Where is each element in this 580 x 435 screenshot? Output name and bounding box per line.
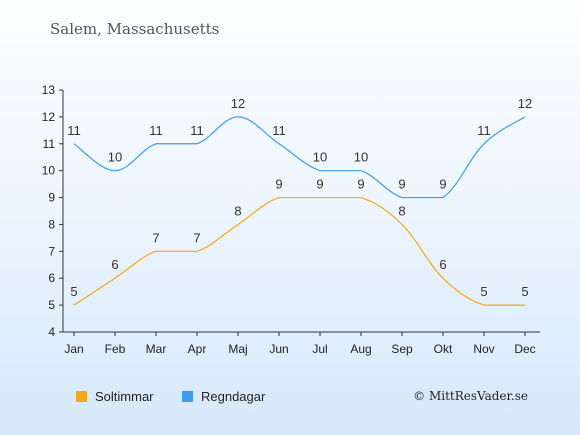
data-label-soltimmar: 8 <box>234 203 241 218</box>
data-labels: 5 6 7 7 8 9 9 9 8 6 5 5 11 10 11 11 12 11 10 10 9 9 11 12 <box>67 96 532 299</box>
x-tick-label: Feb <box>105 342 126 356</box>
data-label-soltimmar: 5 <box>70 284 77 299</box>
legend-item-soltimmar: Soltimmar <box>76 389 154 404</box>
data-label-regndagar: 10 <box>108 150 122 165</box>
y-tick-label: 6 <box>48 271 55 285</box>
data-label-regndagar: 12 <box>518 96 532 111</box>
x-tick-label: Nov <box>473 342 494 356</box>
legend-label-soltimmar: Soltimmar <box>95 389 154 404</box>
data-label-regndagar: 10 <box>313 150 327 165</box>
data-label-regndagar: 11 <box>67 123 81 138</box>
y-tick-label: 7 <box>48 244 55 258</box>
x-tick-label: Jun <box>269 342 288 356</box>
data-label-soltimmar: 6 <box>439 257 446 272</box>
x-tick-label: Aug <box>350 342 371 356</box>
data-label-soltimmar: 9 <box>316 177 323 192</box>
data-label-regndagar: 9 <box>398 177 405 192</box>
y-tick-label: 13 <box>42 83 56 97</box>
x-tick-label: Apr <box>188 342 207 356</box>
data-label-soltimmar: 7 <box>152 230 159 245</box>
x-tick-label: Sep <box>391 342 413 356</box>
legend-label-regndagar: Regndagar <box>201 389 266 404</box>
data-label-regndagar: 9 <box>439 177 446 192</box>
data-label-regndagar: 11 <box>272 123 286 138</box>
legend-item-regndagar: Regndagar <box>182 389 265 404</box>
y-tick-label: 11 <box>43 137 56 151</box>
data-label-regndagar: 11 <box>149 123 163 138</box>
y-tick-label: 5 <box>48 298 55 312</box>
data-label-soltimmar: 8 <box>398 203 405 218</box>
y-tick-label: 4 <box>48 325 55 339</box>
x-tick-label: Jan <box>64 342 83 356</box>
x-tick-label: Jul <box>312 342 327 356</box>
data-label-regndagar: 11 <box>190 123 204 138</box>
data-label-regndagar: 12 <box>231 96 245 111</box>
data-label-regndagar: 11 <box>477 123 491 138</box>
data-label-soltimmar: 5 <box>480 284 487 299</box>
series-line-regndagar <box>73 116 526 199</box>
data-label-soltimmar: 9 <box>357 177 364 192</box>
x-tick-label: Mar <box>146 342 167 356</box>
x-tick-label: Okt <box>434 342 453 356</box>
copyright-text: © MittResVader.se <box>413 389 528 403</box>
data-label-soltimmar: 5 <box>521 284 528 299</box>
data-label-soltimmar: 9 <box>275 177 282 192</box>
legend-swatch-regndagar <box>182 391 193 402</box>
series-line-soltimmar <box>73 196 525 306</box>
y-tick-label: 8 <box>48 217 55 231</box>
axes: 4 5 6 7 8 9 10 11 12 13 Jan Feb Mar Apr Maj Jun Jul Aug Se… <box>42 83 540 356</box>
y-tick-label: 9 <box>48 191 55 205</box>
x-tick-label: Dec <box>514 342 535 356</box>
legend-swatch-soltimmar <box>76 391 87 402</box>
series-lines <box>73 116 526 306</box>
data-label-soltimmar: 6 <box>111 257 118 272</box>
y-tick-label: 10 <box>42 164 56 178</box>
y-tick-label: 12 <box>42 110 56 124</box>
data-label-soltimmar: 7 <box>193 230 200 245</box>
x-tick-label: Maj <box>228 342 247 356</box>
data-label-regndagar: 10 <box>354 150 368 165</box>
chart-title: Salem, Massachusetts <box>50 20 220 38</box>
